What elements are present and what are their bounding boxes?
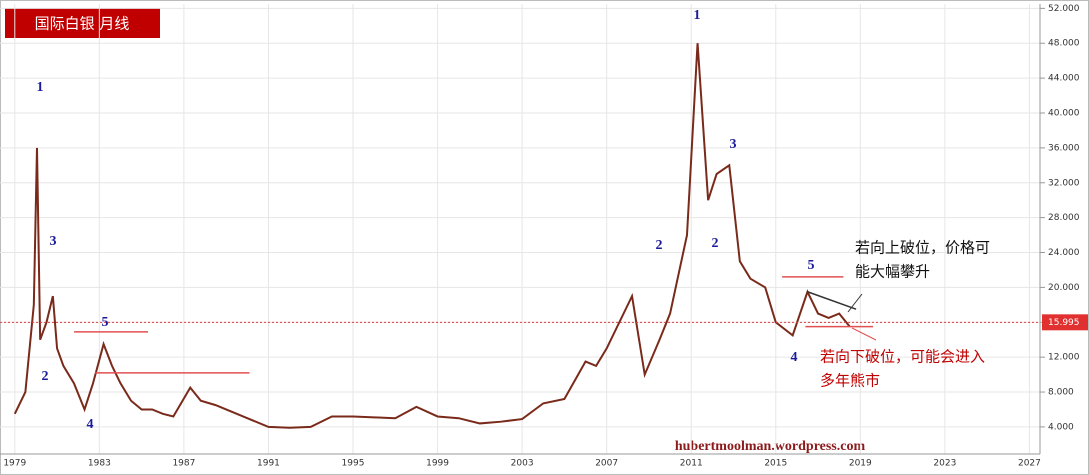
note-up: 若向上破位，价格可 bbox=[855, 239, 990, 257]
wave-label: 3 bbox=[50, 234, 57, 249]
title-box bbox=[5, 8, 160, 38]
x-tick-label: 2027 bbox=[1018, 459, 1041, 469]
y-tick-label: 36.000 bbox=[1048, 143, 1080, 153]
y-tick-label: 28.000 bbox=[1048, 213, 1080, 223]
y-tick-label: 8.000 bbox=[1048, 388, 1074, 398]
x-tick-label: 2023 bbox=[933, 459, 956, 469]
note-up: 能大幅攀升 bbox=[855, 263, 930, 281]
x-tick-label: 1999 bbox=[426, 459, 449, 469]
y-tick-label: 20.000 bbox=[1048, 283, 1080, 293]
wave-label: 5 bbox=[102, 315, 109, 330]
x-tick-label: 1995 bbox=[342, 459, 365, 469]
wave-label: 4 bbox=[87, 417, 94, 432]
x-tick-label: 1979 bbox=[3, 459, 26, 469]
wave-label: 2 bbox=[656, 238, 663, 253]
x-tick-label: 1987 bbox=[172, 459, 195, 469]
level-line bbox=[807, 291, 857, 310]
y-tick-label: 48.000 bbox=[1048, 39, 1080, 49]
y-tick-label: 4.000 bbox=[1048, 422, 1074, 432]
watermark: hubertmoolman.wordpress.com bbox=[675, 439, 866, 454]
wave-label: 1 bbox=[37, 80, 44, 95]
y-tick-label: 40.000 bbox=[1048, 109, 1080, 119]
x-tick-label: 1991 bbox=[257, 459, 280, 469]
grid bbox=[0, 4, 1040, 454]
y-tick-label: 24.000 bbox=[1048, 248, 1080, 258]
wave-label: 2 bbox=[42, 369, 49, 384]
wave-label: 5 bbox=[808, 258, 815, 273]
x-tick-label: 2011 bbox=[680, 459, 703, 469]
x-tick-label: 2019 bbox=[849, 459, 872, 469]
x-tick-label: 2015 bbox=[764, 459, 787, 469]
y-tick-label: 32.000 bbox=[1048, 178, 1080, 188]
last-price-label: 15.995 bbox=[1048, 318, 1080, 328]
wave-label: 3 bbox=[730, 137, 737, 152]
x-tick-label: 1983 bbox=[88, 459, 111, 469]
x-tick-label: 2007 bbox=[595, 459, 618, 469]
arrow bbox=[847, 293, 863, 313]
last-price-box bbox=[1042, 314, 1088, 331]
x-tick-label: 2003 bbox=[511, 459, 534, 469]
plot bbox=[0, 43, 1040, 429]
arrow bbox=[851, 327, 877, 341]
chart-title: 国际白银 月线 bbox=[35, 15, 130, 33]
note-down: 多年熊市 bbox=[820, 372, 880, 390]
wave-label: 2 bbox=[712, 236, 719, 251]
wave-label: 4 bbox=[791, 350, 798, 365]
y-tick-label: 44.000 bbox=[1048, 74, 1080, 84]
wave-label: 1 bbox=[694, 8, 701, 23]
note-down: 若向下破位，可能会进入 bbox=[820, 348, 985, 366]
price-line bbox=[13, 43, 851, 429]
y-tick-label: 12.000 bbox=[1048, 353, 1080, 363]
y-tick-label: 52.000 bbox=[1048, 4, 1080, 14]
